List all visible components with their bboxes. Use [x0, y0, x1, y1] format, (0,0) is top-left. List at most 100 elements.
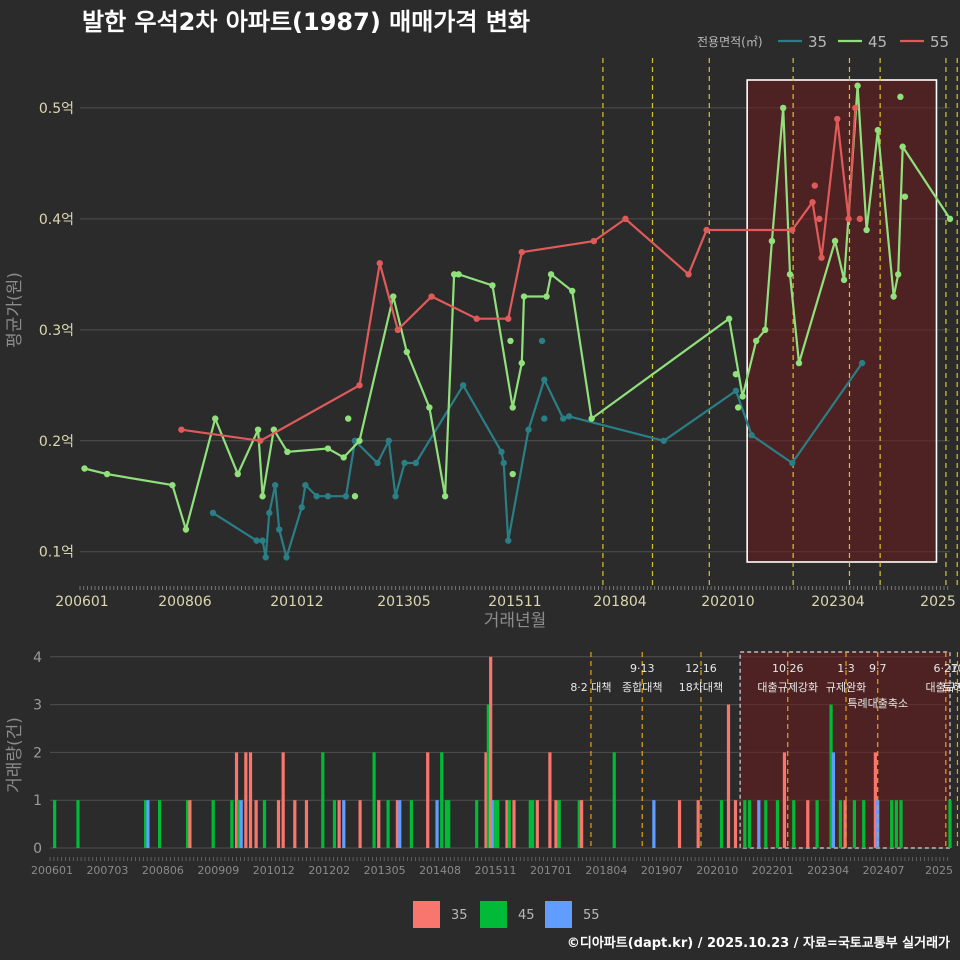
policy-name-label: 대출규제 [926, 681, 960, 694]
bar-55 [491, 800, 495, 848]
data-point-45 [874, 126, 882, 134]
x-tick-label: 201701 [530, 864, 572, 877]
x-tick-label: 202010 [696, 864, 738, 877]
bar-55 [342, 800, 346, 848]
bar-35 [484, 752, 488, 848]
bar-45 [332, 800, 337, 848]
data-point-35 [374, 459, 381, 467]
data-point-35 [324, 493, 332, 500]
data-point-35 [748, 432, 755, 439]
policy-date-label: 10 [950, 662, 960, 675]
data-point-45 [169, 481, 176, 489]
data-point-45 [403, 348, 411, 356]
bar-45 [237, 800, 241, 848]
data-point-45 [752, 337, 760, 345]
data-point-45 [840, 276, 848, 284]
data-point-55 [178, 426, 185, 433]
volume-panel: 0 1 2 3 4 8·2 대책 9·13 종합대책 12·16 18차대책 10·26 대출규제강화… [5, 650, 960, 877]
data-point-45 [768, 237, 776, 245]
x-tick-label: 201012 [270, 594, 323, 610]
policy-name-label: 토허제 [942, 681, 960, 694]
bar-45 [852, 800, 857, 848]
bar-45 [719, 800, 724, 848]
data-point-35 [385, 437, 392, 444]
bar-35 [395, 800, 400, 848]
data-point-45 [547, 271, 555, 278]
policy-date-label: 9·7 [869, 662, 887, 675]
bar-45 [531, 800, 535, 848]
data-point-45 [520, 293, 528, 300]
highlight-frame [746, 79, 938, 563]
bar-45 [775, 800, 780, 848]
bar-35 [806, 800, 810, 848]
bar-35 [843, 800, 847, 848]
data-point-45 [786, 271, 794, 278]
data-point-35 [283, 554, 290, 561]
bar-35 [548, 752, 552, 848]
bar-35 [554, 800, 558, 848]
price-panel: 0.1억 0.2억 0.3억 0.4억 0.5억 200601 200806 201012 20… [5, 58, 958, 631]
bar-35 [281, 752, 285, 848]
policy-date-label: 6·27 [934, 662, 959, 675]
data-point-55 [376, 260, 383, 267]
data-point-45 [426, 404, 433, 411]
scatter-point-45 [351, 493, 359, 500]
bar-35 [782, 752, 787, 848]
bar-45 [262, 800, 267, 848]
x-tick-label: 202010 [701, 594, 754, 610]
bar-45 [747, 800, 752, 848]
scatter-point-45 [734, 404, 742, 411]
y-tick-label: 1 [33, 793, 42, 809]
data-point-45 [340, 454, 347, 461]
data-point-45 [356, 437, 363, 444]
policy-name-label: 규제완화 [826, 681, 866, 694]
bar-35 [358, 800, 362, 848]
bar-35 [293, 800, 297, 848]
legend-label-35: 35 [808, 33, 827, 51]
policy-name-label: 토허제 [958, 681, 960, 694]
bar-45 [890, 800, 894, 848]
x-tick-label: 201305 [364, 864, 406, 877]
data-point-45 [259, 493, 266, 500]
bar-45 [386, 800, 390, 848]
bar-45 [211, 800, 215, 848]
data-point-45 [543, 293, 550, 300]
bar-45 [475, 800, 479, 848]
data-point-35 [342, 493, 350, 500]
data-point-45 [739, 393, 746, 400]
scatter-point-35 [541, 415, 548, 422]
bar-45 [486, 704, 490, 848]
data-point-45 [863, 226, 870, 234]
x-tick-label: 201907 [641, 864, 683, 877]
legend-label-55: 55 [583, 908, 600, 923]
bar-35 [276, 800, 281, 848]
data-point-55 [257, 437, 264, 444]
data-point-35 [541, 376, 548, 383]
data-point-55 [590, 237, 598, 245]
policy-name-label: 특례대출축소 [847, 697, 908, 710]
y-axis-title: 평균가(원) [5, 272, 25, 348]
data-point-35 [401, 459, 408, 467]
x-tick-label: 202407 [863, 864, 905, 877]
x-tick-label: 200806 [142, 864, 184, 877]
scatter-point-45 [732, 371, 740, 378]
x-tick-label: 2025 [920, 594, 956, 610]
bar-55 [146, 800, 150, 848]
x-tick-label: 202304 [807, 864, 849, 877]
bar-45 [612, 752, 616, 848]
data-point-35 [560, 415, 567, 422]
bar-35 [512, 800, 516, 848]
bar-45 [507, 800, 511, 848]
y-tick-label: 0 [33, 841, 42, 857]
data-point-35 [276, 526, 283, 533]
data-point-35 [259, 537, 266, 544]
bar-35 [580, 800, 584, 848]
legend-swatch-45 [480, 901, 507, 928]
bar-45 [948, 800, 952, 848]
policy-name-label: 8·2 대책 [570, 681, 611, 694]
bar-45 [372, 752, 376, 848]
data-point-45 [569, 287, 576, 295]
scatter-point-55 [816, 215, 823, 223]
legend-label-35: 35 [451, 908, 468, 923]
data-point-35 [500, 459, 507, 467]
